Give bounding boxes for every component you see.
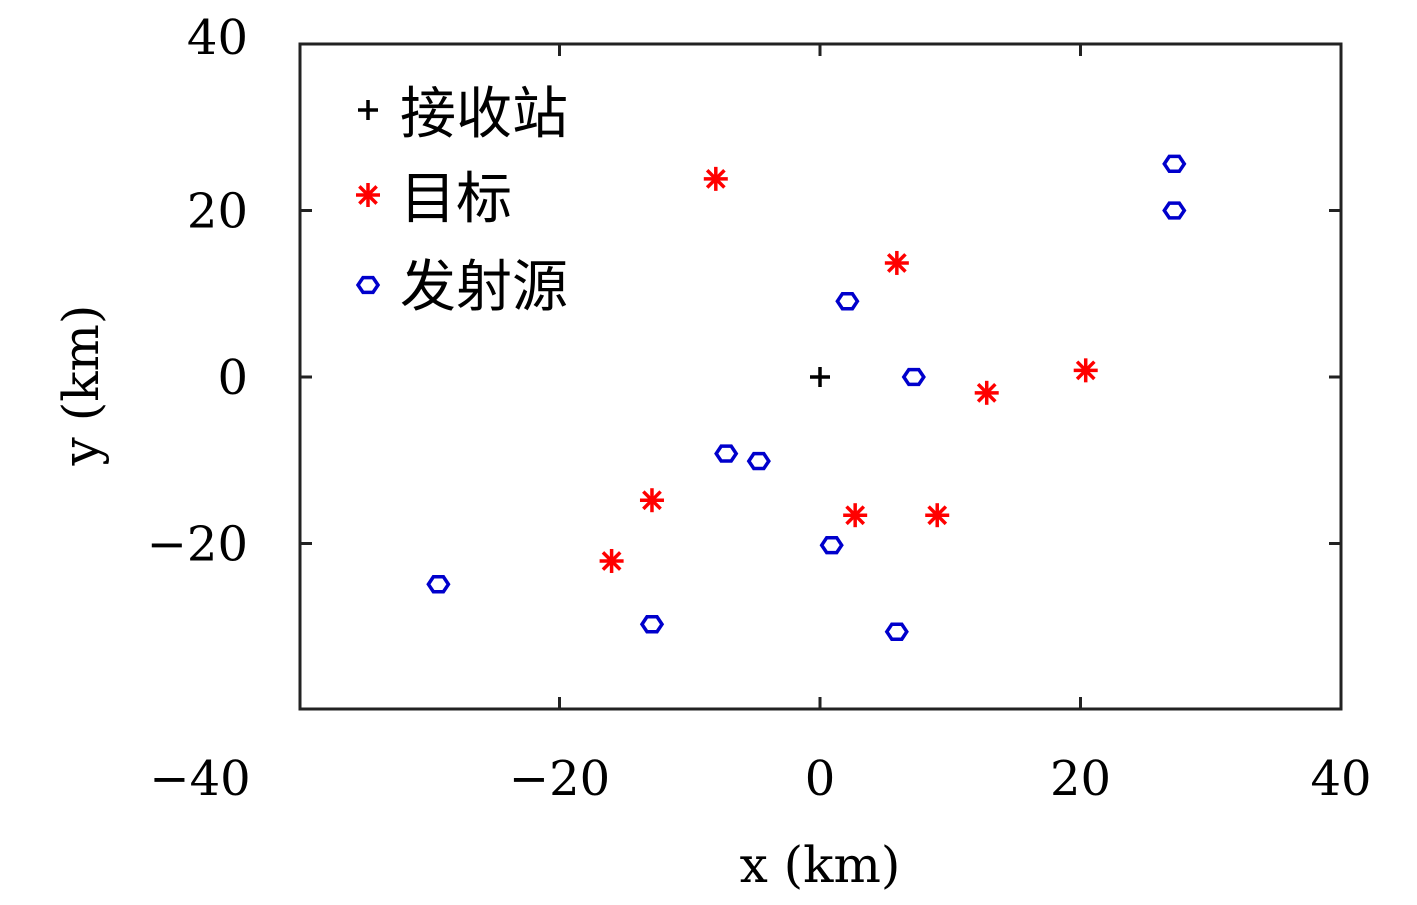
- hexagon-point: [901, 367, 926, 387]
- y-tick-label: 40: [187, 10, 248, 66]
- hexagon-point: [1162, 201, 1187, 220]
- asterisk-point: [843, 503, 868, 528]
- asterisk-point: [974, 380, 999, 405]
- hexagon-point: [819, 535, 844, 555]
- y-axis-label: y (km): [52, 305, 110, 467]
- plus-point: [810, 367, 830, 387]
- asterisk-point: [1073, 358, 1098, 383]
- asterisk-point: [925, 503, 950, 528]
- hexagon-point: [1162, 154, 1187, 174]
- legend-marker-plus: [358, 100, 378, 120]
- asterisk-point: [703, 166, 728, 191]
- y-tick-label: −20: [147, 517, 248, 573]
- asterisk-point: [884, 250, 909, 275]
- legend-item-target: 目标: [356, 167, 512, 232]
- y-tick-label: 0: [217, 350, 248, 406]
- legend-item-emitter: 发射源: [355, 255, 568, 320]
- series-asterisk: [599, 166, 1098, 573]
- x-tick-label: 40: [1310, 751, 1371, 807]
- hexagon-icon: [355, 275, 381, 295]
- legend-label-emitter: 发射源: [400, 255, 568, 320]
- legend-item-receiver: 接收站: [358, 82, 568, 147]
- x-tick-label: 0: [805, 751, 836, 807]
- asterisk-icon: [356, 183, 380, 207]
- asterisk-point: [599, 548, 624, 573]
- x-tick-label: 20: [1050, 751, 1111, 807]
- legend-label-receiver: 接收站: [400, 82, 568, 147]
- axis-ticks: [300, 44, 1341, 709]
- plus-icon: [358, 100, 378, 120]
- legend-marker-hexagon: [355, 275, 381, 295]
- x-tick-label: −20: [509, 751, 610, 807]
- hexagon-point: [714, 444, 739, 463]
- hexagon-point: [639, 615, 665, 634]
- series-hexagon: [426, 154, 1187, 641]
- legend: 接收站 目标 发射源: [355, 82, 568, 320]
- hexagon-point: [884, 622, 909, 641]
- x-axis-label: x (km): [740, 836, 901, 894]
- asterisk-point: [639, 488, 664, 513]
- y-tick-label: 20: [187, 184, 248, 240]
- legend-marker-asterisk: [356, 183, 380, 207]
- legend-label-target: 目标: [400, 167, 512, 232]
- data-points: [426, 154, 1187, 641]
- hexagon-point: [746, 451, 771, 471]
- hexagon-point: [835, 292, 860, 311]
- tick-labels: −40 −20 0 20 40 −20 0 20 40: [147, 10, 1372, 807]
- x-tick-label: −40: [149, 751, 250, 807]
- hexagon-point: [426, 575, 451, 594]
- series-plus: [810, 367, 830, 387]
